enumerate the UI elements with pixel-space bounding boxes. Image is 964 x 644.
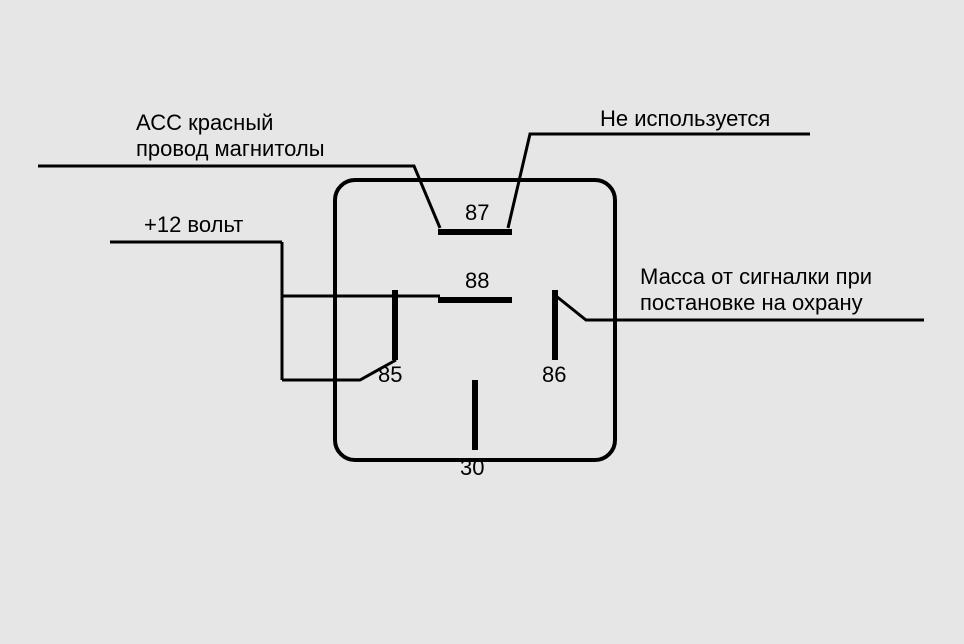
- pin-87-label: 87: [465, 200, 489, 226]
- pin-88-label: 88: [465, 268, 489, 294]
- acc-label: АСС красный провод магнитолы: [136, 110, 325, 163]
- pin-86-label: 86: [542, 362, 566, 388]
- diagram-svg: [0, 0, 964, 644]
- volt-label: +12 вольт: [144, 212, 243, 238]
- pin-30-label: 30: [460, 455, 484, 481]
- massa-label: Масса от сигналки при постановке на охра…: [640, 264, 872, 317]
- pin-85-label: 85: [378, 362, 402, 388]
- background: [0, 0, 964, 644]
- diagram-canvas: 87 88 85 86 30 АСС красный провод магнит…: [0, 0, 964, 644]
- notused-label: Не используется: [600, 106, 770, 132]
